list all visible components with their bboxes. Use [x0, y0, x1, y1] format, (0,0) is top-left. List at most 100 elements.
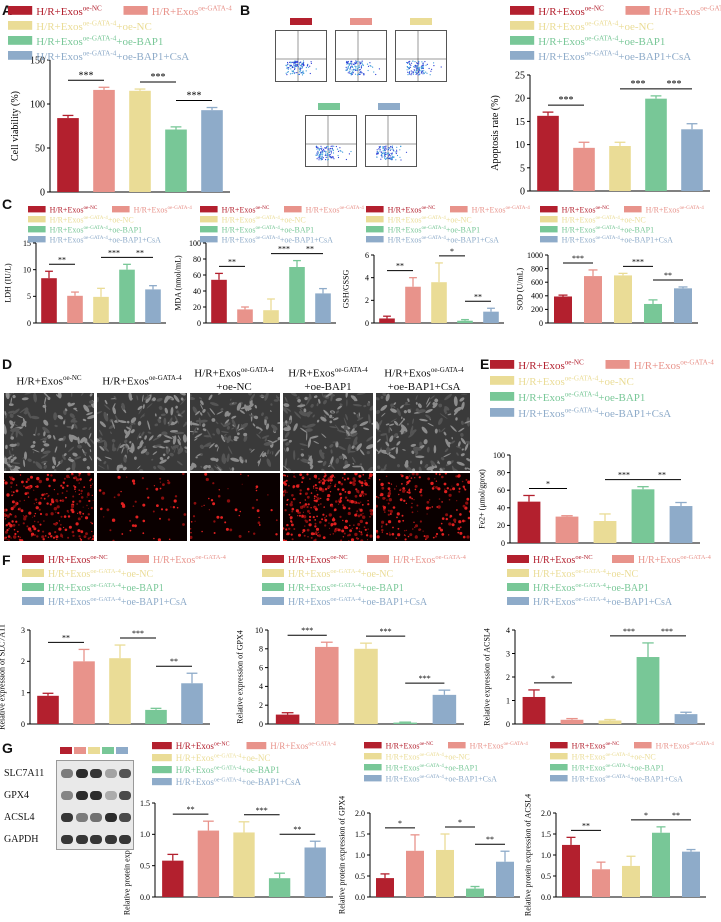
significance-label: ** [170, 657, 178, 666]
bar-chart-G1: 0.0 0.5 1.0 1.5 Relative protein expression … [122, 785, 333, 915]
legend-label: H/R+Exosoe-GATA-4 [656, 741, 715, 750]
legend-label: H/R+Exosoe-GATA-4+oe-BAP1 [388, 225, 481, 234]
legend-swatch [364, 753, 382, 760]
image-header-3: H/R+Exosoe-GATA-4 +oe-NC [194, 366, 274, 393]
y-tick-label: 1.5 [140, 799, 150, 808]
bar-0 [554, 296, 572, 323]
legend-swatch [127, 555, 149, 563]
bar-4 [674, 288, 692, 323]
legend-swatch [550, 753, 568, 760]
bar-0 [37, 695, 59, 724]
blot-band [104, 769, 117, 778]
blot-band [75, 813, 88, 822]
y-tick-label: 150 [30, 56, 45, 67]
legend-label: H/R+Exosoe-NC [386, 741, 434, 750]
legend-swatch [550, 742, 568, 749]
y-tick-label: 50 [35, 144, 45, 155]
legend-swatch [28, 226, 46, 233]
legend-label: H/R+Exosoe-GATA-4+oe-NC [222, 215, 306, 224]
y-axis-label: Fe2+ (μmol/gprot) [477, 469, 486, 529]
bar-1 [584, 276, 602, 323]
bar-4 [201, 110, 223, 192]
y-tick-label: 4 [259, 682, 263, 691]
bar-4 [496, 861, 514, 897]
legend-label: H/R+Exosoe-GATA-4+oe-BAP1+CsA [562, 235, 673, 244]
bar-1 [592, 869, 610, 897]
legend-label: H/R+Exosoe-NC [572, 741, 620, 750]
panel-label-g: G [2, 740, 13, 756]
legend-label: H/R+Exosoe-NC [562, 205, 610, 214]
legend-F3: H/R+Exosoe-NC H/R+Exosoe-GATA-4H/R+Exosoe… [507, 554, 712, 608]
legend-swatch [366, 226, 384, 233]
western-blot-image [56, 760, 134, 850]
flow-plot-5 [365, 115, 417, 167]
bar-4 [674, 714, 698, 724]
y-tick-label: 0 [520, 187, 525, 198]
fluorescence-image-1 [4, 473, 94, 541]
wb-label-gpx4: GPX4 [4, 790, 30, 801]
y-tick-label: 3 [506, 649, 510, 658]
flow-chip-nc [290, 18, 312, 25]
significance-label: *** [79, 70, 94, 81]
legend-label: H/R+Exosoe-GATA-4 [470, 741, 529, 750]
y-tick-label: 1.0 [140, 830, 150, 839]
legend-label: H/R+Exosoe-GATA-4+oe-NC [50, 215, 134, 224]
flow-scatter [276, 31, 326, 81]
legend-label: H/R+Exosoe-GATA-4 [646, 205, 705, 214]
significance-label: * [398, 819, 402, 828]
y-axis-label: Relative protein expression of GPX4 [337, 796, 346, 914]
legend-swatch [262, 569, 284, 577]
y-tick-label: 10 [255, 626, 263, 635]
brightfield-image-2 [97, 393, 187, 471]
legend-label: H/R+Exosoe-GATA-4+oe-NC [538, 19, 654, 32]
y-tick-label: 8 [259, 645, 263, 654]
bar-3 [636, 657, 660, 724]
blot-band [119, 769, 131, 778]
bar-1 [197, 830, 220, 897]
bar-0 [376, 878, 394, 897]
legend-C1: H/R+Exosoe-NC H/R+Exosoe-GATA-4H/R+Exosoe… [28, 205, 192, 244]
legend-label: H/R+Exosoe-GATA-4+oe-NC [562, 215, 646, 224]
blot-band [90, 813, 102, 822]
flow-plot-2 [335, 30, 387, 82]
legend-label: H/R+Exosoe-GATA-4+oe-NC [48, 568, 153, 580]
y-tick-label: 2 [21, 657, 25, 666]
y-tick-label: 5 [27, 292, 31, 301]
legend-label: H/R+Exosoe-NC [36, 4, 102, 17]
microscopy-texture [98, 473, 187, 541]
bar-chart-G2: 0.0 0.5 1.0 1.5 2.0 Relative protein expressi… [337, 796, 520, 914]
brightfield-image-5 [376, 393, 470, 471]
y-axis-label: SOD (U/mL) [515, 267, 524, 310]
bar-chart-B: 0 5 10 15 20 25 Apoptosis rate (%) *** *** *** [490, 71, 710, 198]
y-tick-label: 0 [40, 188, 45, 199]
legend-swatch [284, 206, 302, 213]
image-header-5: H/R+Exosoe-GATA-4 +oe-BAP1+CsA [384, 366, 464, 393]
legend-B: H/R+Exosoe-NCH/R+Exosoe-GATA-4H/R+Exosoe… [510, 4, 721, 63]
bar-4 [681, 129, 703, 191]
legend-label: H/R+Exosoe-GATA-4+oe-BAP1 [533, 582, 649, 594]
legend-swatch [540, 206, 558, 213]
flow-chip-gata4-bap1 [318, 103, 340, 110]
legend-label: H/R+Exosoe-GATA-4+oe-BAP1+CsA [538, 49, 691, 62]
y-tick-label: 0.0 [140, 893, 150, 902]
legend-label: H/R+Exosoe-GATA-4 [134, 205, 193, 214]
y-tick-label: 6 [259, 663, 263, 672]
legend-label: H/R+Exosoe-GATA-4+oe-BAP1 [562, 225, 655, 234]
legend-swatch [152, 742, 172, 750]
legend-swatch [510, 51, 535, 60]
blot-band [90, 769, 102, 778]
significance-label: *** [559, 95, 574, 106]
image-header-2: H/R+Exosoe-GATA-4 [102, 374, 182, 388]
legend-swatch [152, 766, 172, 774]
legend-swatch [490, 376, 515, 385]
legend-label: H/R+Exosoe-GATA-4+oe-BAP1+CsA [36, 49, 189, 62]
legend-label: H/R+Exosoe-GATA-4+oe-NC [518, 374, 634, 387]
y-tick-label: 15 [515, 117, 525, 128]
y-tick-label: 2.0 [355, 809, 365, 818]
blot-band [75, 769, 88, 778]
bar-2 [354, 648, 378, 724]
y-tick-label: 800 [531, 264, 543, 273]
